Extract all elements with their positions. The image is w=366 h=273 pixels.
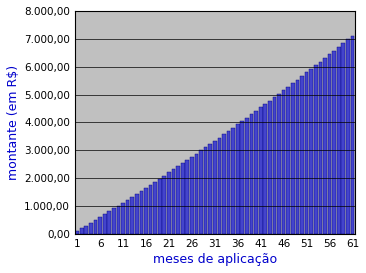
Bar (139, 191, 143, 234)
Bar (167, 173, 171, 234)
Bar (217, 138, 221, 234)
Bar (351, 36, 354, 234)
Bar (240, 121, 244, 234)
Bar (195, 154, 198, 234)
Bar (190, 157, 194, 234)
Bar (149, 185, 152, 234)
Bar (323, 58, 327, 234)
Bar (245, 118, 249, 234)
Bar (108, 211, 111, 234)
X-axis label: meses de aplicação: meses de aplicação (153, 253, 277, 266)
Bar (231, 128, 235, 234)
Bar (337, 47, 340, 234)
Bar (300, 76, 304, 234)
Bar (181, 163, 184, 234)
Bar (75, 231, 79, 234)
Bar (117, 206, 120, 234)
Bar (296, 80, 299, 234)
Bar (341, 43, 345, 234)
Bar (85, 225, 88, 234)
Bar (286, 87, 290, 234)
Bar (98, 217, 102, 234)
Bar (227, 131, 231, 234)
Bar (309, 69, 313, 234)
Bar (112, 208, 116, 234)
Bar (314, 65, 318, 234)
Bar (282, 90, 285, 234)
Y-axis label: montante (em R$): montante (em R$) (7, 65, 20, 180)
Bar (332, 51, 336, 234)
Bar (268, 101, 272, 234)
Bar (172, 169, 175, 234)
Bar (213, 141, 217, 234)
Bar (305, 73, 309, 234)
Bar (259, 108, 262, 234)
Bar (208, 144, 212, 234)
Bar (176, 166, 180, 234)
Bar (291, 83, 295, 234)
Bar (130, 197, 134, 234)
Bar (80, 229, 83, 234)
Bar (186, 160, 189, 234)
Bar (89, 223, 93, 234)
Bar (153, 182, 157, 234)
Bar (236, 124, 240, 234)
Bar (163, 176, 166, 234)
Bar (273, 97, 276, 234)
Bar (222, 134, 226, 234)
Bar (135, 194, 139, 234)
Bar (94, 220, 97, 234)
Bar (144, 188, 148, 234)
Bar (204, 147, 208, 234)
Bar (199, 150, 203, 234)
Bar (346, 40, 350, 234)
Bar (158, 179, 161, 234)
Bar (277, 94, 281, 234)
Bar (103, 214, 107, 234)
Bar (250, 114, 253, 234)
Bar (318, 62, 322, 234)
Bar (328, 54, 331, 234)
Bar (126, 200, 130, 234)
Bar (121, 203, 125, 234)
Bar (264, 104, 267, 234)
Bar (254, 111, 258, 234)
